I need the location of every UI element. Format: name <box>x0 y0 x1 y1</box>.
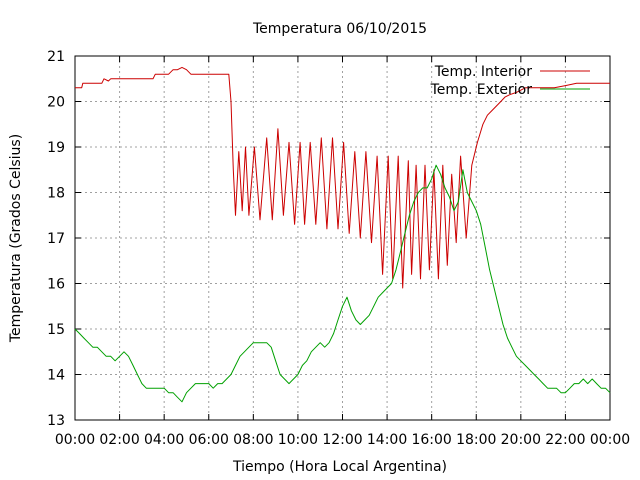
y-tick-label: 21 <box>47 49 65 65</box>
y-tick-label: 15 <box>47 322 65 338</box>
grid-lines <box>75 56 610 420</box>
x-tick-label: 04:00 <box>144 432 184 448</box>
x-axis: 00:00 02:00 04:00 06:00 08:00 10:00 12:00 14:00… <box>55 56 630 448</box>
x-tick-label: 18:00 <box>456 432 496 448</box>
series-lines <box>74 66 611 403</box>
x-tick-label: 02:00 <box>99 432 139 448</box>
x-tick-label: 12:00 <box>322 432 362 448</box>
x-tick-label: 00:00 <box>590 432 630 448</box>
x-tick-label: 06:00 <box>189 432 229 448</box>
y-tick-label: 19 <box>47 140 65 156</box>
chart-title: Temperatura 06/10/2015 <box>252 21 427 37</box>
series-line-exterior <box>74 164 611 403</box>
y-tick-label: 13 <box>47 413 65 429</box>
x-axis-label: Tiempo (Hora Local Argentina) <box>232 459 447 475</box>
legend: Temp. Interior Temp. Exterior <box>430 64 590 98</box>
y-tick-label: 20 <box>47 95 65 111</box>
x-tick-label: 20:00 <box>501 432 541 448</box>
y-tick-label: 16 <box>47 277 65 293</box>
y-tick-label: 14 <box>47 368 65 384</box>
x-tick-label: 14:00 <box>367 432 407 448</box>
x-tick-label: 22:00 <box>545 432 585 448</box>
y-axis-label: Temperatura (Grados Celsius) <box>8 134 24 343</box>
y-axis: 13 14 15 16 17 18 19 20 21 <box>47 49 610 429</box>
legend-label-exterior: Temp. Exterior <box>430 82 533 98</box>
x-tick-label: 00:00 <box>55 432 95 448</box>
legend-label-interior: Temp. Interior <box>434 64 533 80</box>
x-tick-label: 10:00 <box>278 432 318 448</box>
series-line-interior <box>75 66 610 289</box>
x-tick-label: 16:00 <box>411 432 451 448</box>
x-tick-label: 08:00 <box>233 432 273 448</box>
y-tick-label: 17 <box>47 231 65 247</box>
y-tick-label: 18 <box>47 186 65 202</box>
